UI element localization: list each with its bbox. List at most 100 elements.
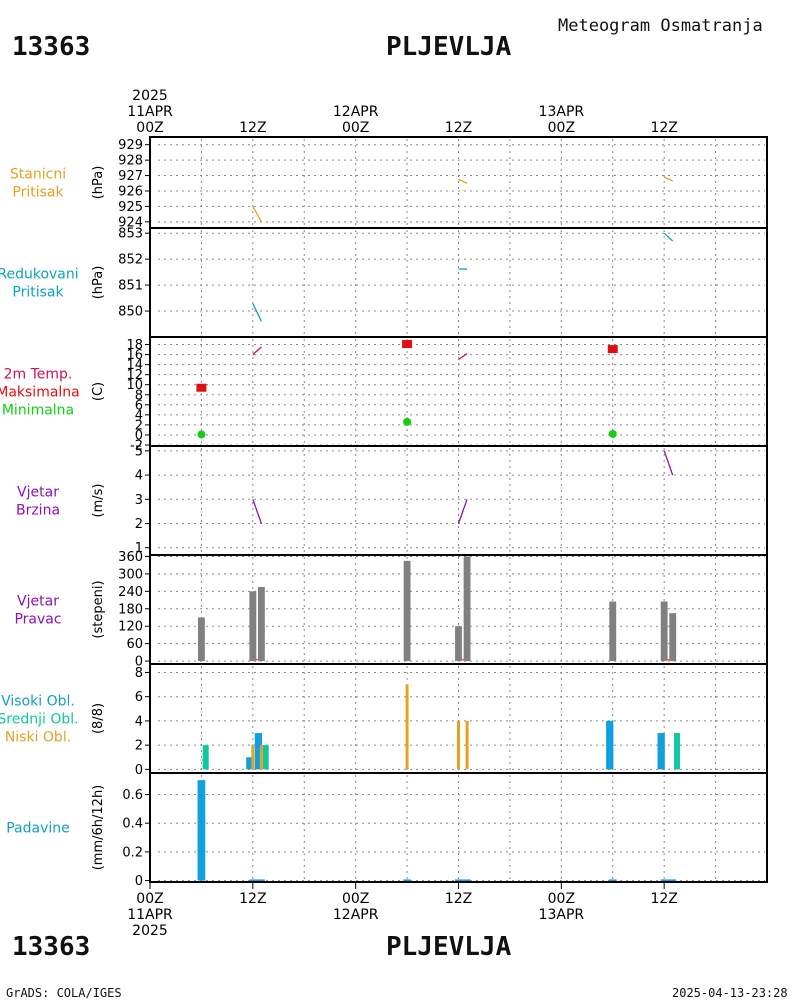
y-tick-label: 925 xyxy=(118,200,143,215)
panel-label: Redukovani xyxy=(0,267,79,283)
station-id-top: 13363 xyxy=(12,32,90,62)
y-tick-label: 850 xyxy=(118,305,143,320)
series-line xyxy=(252,499,263,524)
station-name-bottom: PLJEVLJA xyxy=(386,932,512,962)
y-tick-label: 0.4 xyxy=(122,817,143,832)
y-tick-label: 8 xyxy=(135,666,143,681)
series-line xyxy=(458,178,468,184)
panel-vjetar-pravac: 0 60 120 180 240 300 360 (stepeni) Vjetar Pravac xyxy=(14,550,767,670)
y-tick-label: 927 xyxy=(118,169,143,184)
y-axis-unit-label: (8/8) xyxy=(91,703,106,734)
top-axis-label: 12Z xyxy=(650,120,677,136)
panels: 924925926927928929(hPa)StanicniPritisak8… xyxy=(0,136,767,889)
panel-label: Pritisak xyxy=(12,185,64,201)
y-tick-label: 928 xyxy=(118,154,143,169)
bar xyxy=(197,780,206,881)
panel-vjetar-brzina: 1 2 3 4 5 (m/s) Vjetar Brzina xyxy=(16,444,767,556)
series-line xyxy=(252,346,262,356)
bar xyxy=(403,560,411,662)
cloud-bar xyxy=(465,720,469,770)
bottom-axis-label: 00Z xyxy=(136,891,163,907)
max-temp-marker xyxy=(607,345,618,354)
cloud-bar xyxy=(674,733,681,770)
y-tick-label: 4 xyxy=(135,408,143,423)
cloud-bar xyxy=(246,757,254,770)
bar xyxy=(463,556,471,662)
panel-label: Srednji Obl. xyxy=(0,712,79,728)
y-tick-label: 300 xyxy=(118,567,143,582)
bar xyxy=(249,879,265,882)
panel-label: Niski Obl. xyxy=(5,730,71,746)
y-tick-label: 120 xyxy=(118,620,143,635)
max-temp-marker xyxy=(402,340,413,349)
panel-padavine: 0 0.2 0.4 0.6 (mm/6h/12h) Padavine xyxy=(6,772,767,889)
panel-oblacnost: 0 2 4 6 8 (8/8) Visoki Obl. Srednji Obl. Niski O… xyxy=(0,663,767,778)
bottom-axis-label: 00Z xyxy=(342,891,369,907)
bottom-axis-label: 11APR xyxy=(127,907,173,923)
panel-label: Pritisak xyxy=(12,285,64,301)
y-axis-unit-label: (stepeni) xyxy=(91,580,106,638)
series-line xyxy=(457,499,468,524)
y-tick-label: 240 xyxy=(118,585,143,600)
bar xyxy=(609,601,617,662)
y-tick-label: 1 xyxy=(135,541,143,556)
y-axis: 0 0.2 0.4 0.6 xyxy=(122,788,765,889)
panel-label: Vjetar xyxy=(17,594,59,610)
y-tick-label: 2 xyxy=(135,517,143,532)
y-axis-unit-label: (C) xyxy=(91,382,106,401)
footer-credit: GrADS: COLA/IGES xyxy=(6,986,122,1000)
product-title: Meteogram Osmatranja xyxy=(558,16,763,36)
y-tick-label: 2 xyxy=(135,418,143,433)
series-line xyxy=(458,353,468,361)
bottom-axis-label: 12APR xyxy=(333,907,379,923)
min-temp-marker xyxy=(608,429,617,438)
station-name-top: PLJEVLJA xyxy=(386,32,512,62)
y-tick-label: 6 xyxy=(135,398,143,413)
cloud-bar xyxy=(405,684,409,770)
y-tick-label: 2 xyxy=(135,739,143,754)
y-axis: 0 2 4 6 8 xyxy=(135,666,765,778)
panel-label: Padavine xyxy=(6,821,70,837)
bar xyxy=(197,617,205,662)
cloud-bar xyxy=(251,745,255,770)
top-axis-label: 12Z xyxy=(239,120,266,136)
y-tick-label: 852 xyxy=(118,253,143,268)
y-tick-label: 853 xyxy=(118,227,143,242)
bottom-axis-label: 00Z xyxy=(548,891,575,907)
cloud-bar xyxy=(259,745,263,770)
top-axis-label: 2025 xyxy=(132,88,168,104)
vertical-grid xyxy=(200,448,717,553)
bar xyxy=(403,879,411,882)
top-axis-label: 00Z xyxy=(548,120,575,136)
station-id-bottom: 13363 xyxy=(12,932,90,962)
y-tick-label: 0 xyxy=(135,874,143,889)
bottom-axis-label: 12Z xyxy=(239,891,266,907)
series-line xyxy=(252,206,262,223)
y-tick-label: 0 xyxy=(135,428,143,443)
cloud-bar xyxy=(457,720,460,770)
y-tick-label: 14 xyxy=(126,358,143,373)
y-axis-unit-label: (hPa) xyxy=(91,166,106,200)
bottom-axis-label: 12Z xyxy=(650,891,677,907)
max-temp-marker xyxy=(196,383,207,392)
top-axis-label: 13APR xyxy=(539,104,585,120)
panel-label: Vjetar xyxy=(17,485,59,501)
panel-label: Pravac xyxy=(14,612,61,628)
bar xyxy=(660,879,677,882)
y-axis-unit-label: (hPa) xyxy=(91,266,106,300)
y-tick-label: 851 xyxy=(118,279,143,294)
bottom-axis-label: 12Z xyxy=(445,891,472,907)
bar xyxy=(669,613,677,662)
y-tick-label: 0 xyxy=(135,655,143,670)
plot-frame xyxy=(149,136,768,883)
y-tick-label: 18 xyxy=(126,338,143,353)
y-tick-label: 4 xyxy=(135,469,143,484)
series-line xyxy=(663,232,674,242)
min-temp-marker xyxy=(197,430,206,439)
panel-label: Visoki Obl. xyxy=(1,694,75,710)
y-tick-label: 4 xyxy=(135,714,143,729)
series-line xyxy=(663,450,674,476)
